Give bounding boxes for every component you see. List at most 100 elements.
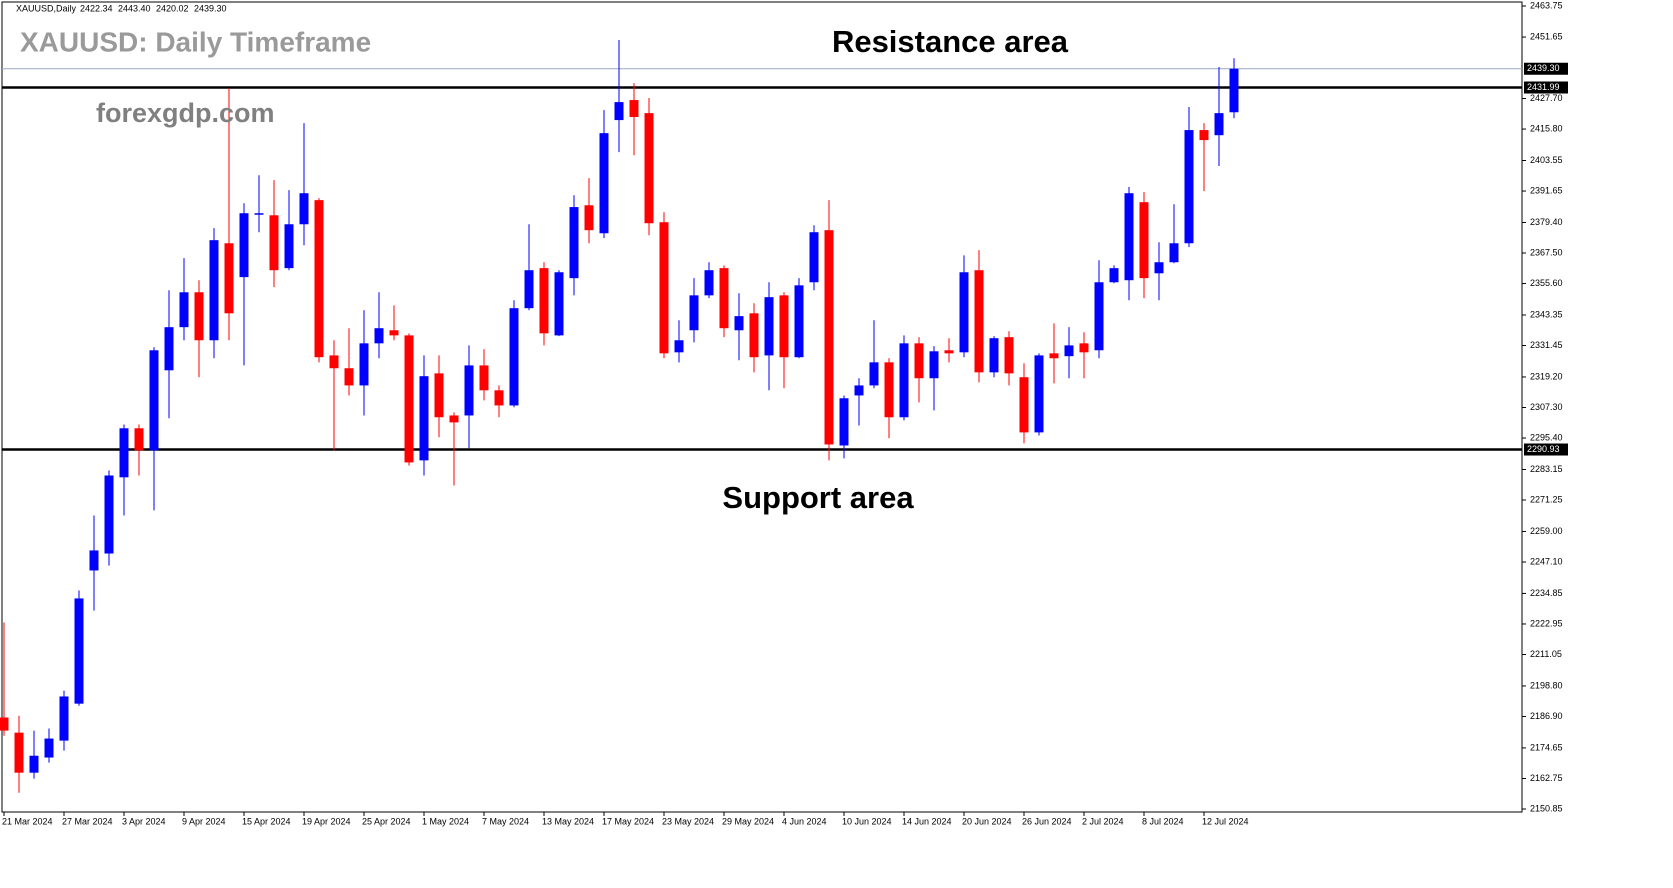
candle-body <box>989 338 999 373</box>
candle-body <box>359 343 369 386</box>
y-tick-label: 2451.65 <box>1530 31 1563 41</box>
y-tick-label: 2198.80 <box>1530 680 1563 690</box>
candle-body <box>74 598 84 704</box>
y-tick-label: 2186.90 <box>1530 711 1563 721</box>
y-tick-label: 2211.05 <box>1530 649 1562 659</box>
candle-body <box>539 268 549 334</box>
candle-body <box>914 343 924 379</box>
candle-body <box>284 224 294 269</box>
candle-body <box>179 292 189 328</box>
candle-body <box>1079 343 1089 353</box>
candle-body <box>719 268 729 329</box>
candle-body <box>1064 345 1074 357</box>
candle-body <box>704 270 714 296</box>
x-tick-label: 20 Jun 2024 <box>962 816 1012 826</box>
candle-body <box>659 222 669 354</box>
candle-body <box>104 475 114 554</box>
header-value: 2443.40 <box>118 3 151 13</box>
candle-body <box>599 133 609 234</box>
candle-body <box>509 308 519 406</box>
candle-body <box>119 428 129 478</box>
candle-body <box>44 738 54 758</box>
candle-body <box>224 243 234 314</box>
candle-body <box>134 428 144 451</box>
candle-body <box>164 327 174 371</box>
symbol-label: XAUUSD,Daily <box>16 3 77 13</box>
x-tick-label: 21 Mar 2024 <box>2 816 53 826</box>
candle-body <box>29 755 39 773</box>
x-tick-label: 7 May 2024 <box>482 816 529 826</box>
y-tick-label: 2331.45 <box>1530 340 1563 350</box>
candle-body <box>779 295 789 358</box>
candle-body <box>1154 262 1164 274</box>
y-tick-label: 2271.25 <box>1530 494 1563 504</box>
y-tick-label: 2259.00 <box>1530 526 1563 536</box>
candle-body <box>674 340 684 353</box>
price-tag <box>1524 81 1568 94</box>
candle-body <box>1124 193 1134 281</box>
y-tick-label: 2319.20 <box>1530 371 1563 381</box>
price-tag-label: 2431.99 <box>1527 82 1560 92</box>
candle-body <box>869 362 879 386</box>
candle-body <box>734 316 744 331</box>
y-tick-label: 2222.95 <box>1530 618 1563 628</box>
price-tag-label: 2439.30 <box>1527 63 1560 73</box>
x-tick-label: 15 Apr 2024 <box>242 816 291 826</box>
candle-body <box>614 102 624 121</box>
candle-body <box>254 213 264 215</box>
annotation: Resistance area <box>832 24 1069 59</box>
y-tick-label: 2379.40 <box>1530 217 1563 227</box>
candle-body <box>524 270 534 309</box>
x-tick-label: 25 Apr 2024 <box>362 816 411 826</box>
price-tag <box>1524 443 1568 456</box>
candle-body <box>1184 130 1194 244</box>
candle-body <box>884 362 894 418</box>
x-tick-label: 10 Jun 2024 <box>842 816 892 826</box>
x-tick-label: 17 May 2024 <box>602 816 654 826</box>
candle-body <box>194 292 204 341</box>
candle-body <box>209 240 219 341</box>
x-tick-label: 29 May 2024 <box>722 816 774 826</box>
candle-body <box>1049 353 1059 359</box>
candle-body <box>464 365 474 416</box>
candle-body <box>404 335 414 463</box>
x-tick-label: 13 May 2024 <box>542 816 594 826</box>
x-tick-label: 12 Jul 2024 <box>1202 816 1249 826</box>
candle-body <box>344 368 354 386</box>
candle-body <box>1004 337 1014 374</box>
candle-body <box>1169 243 1179 263</box>
candle-body <box>299 193 309 225</box>
candle-body <box>419 376 429 461</box>
x-tick-label: 14 Jun 2024 <box>902 816 952 826</box>
candle-body <box>389 330 399 336</box>
candle-body <box>854 385 864 396</box>
candle-body <box>839 398 849 446</box>
candle-body <box>269 215 279 271</box>
candle-body <box>824 230 834 445</box>
candle-body <box>809 232 819 283</box>
header-value: 2422.34 <box>80 3 113 13</box>
candle-body <box>764 297 774 356</box>
price-tag-label: 2290.93 <box>1527 444 1560 454</box>
candle-body <box>479 365 489 391</box>
candle-body <box>239 213 249 278</box>
candle-body <box>494 390 504 406</box>
x-tick-label: 19 Apr 2024 <box>302 816 351 826</box>
y-tick-label: 2391.65 <box>1530 185 1563 195</box>
candle-body <box>1109 268 1119 283</box>
x-tick-label: 26 Jun 2024 <box>1022 816 1072 826</box>
y-tick-label: 2247.10 <box>1530 556 1563 566</box>
candle-body <box>1214 113 1224 136</box>
candle-body <box>899 343 909 418</box>
y-tick-label: 2307.30 <box>1530 402 1563 412</box>
candle-body <box>929 351 939 379</box>
candle-body <box>644 113 654 224</box>
x-tick-label: 4 Jun 2024 <box>782 816 827 826</box>
price-tag <box>1524 62 1568 75</box>
y-tick-label: 2355.60 <box>1530 278 1563 288</box>
chart-title: XAUUSD: Daily Timeframe <box>20 26 371 57</box>
x-tick-label: 1 May 2024 <box>422 816 469 826</box>
y-tick-label: 2403.55 <box>1530 155 1563 165</box>
candle-body <box>0 717 9 731</box>
